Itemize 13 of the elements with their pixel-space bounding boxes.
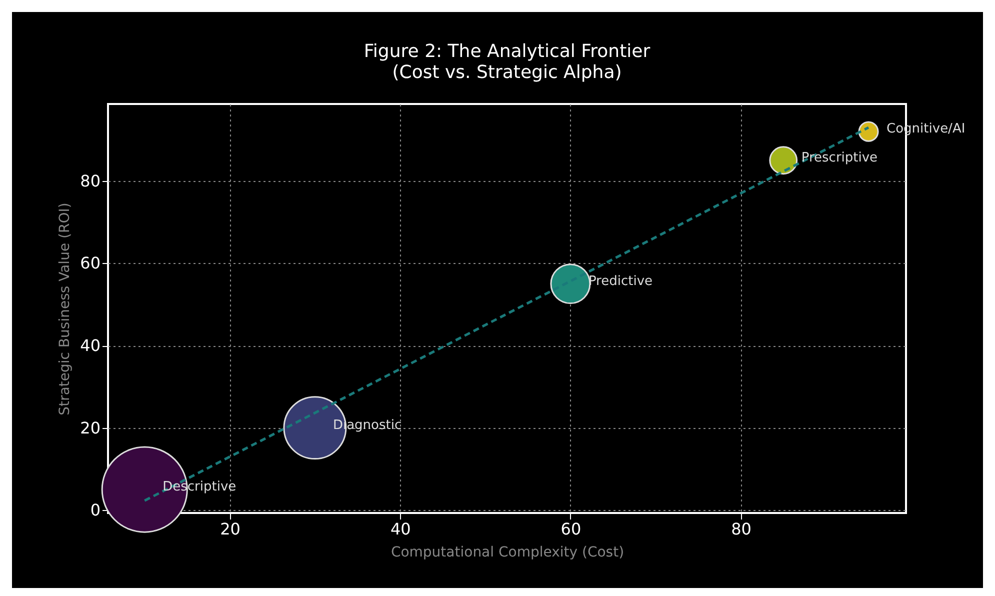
x-axis-title: Computational Complexity (Cost) xyxy=(390,544,624,560)
chart-subtitle: (Cost vs. Strategic Alpha) xyxy=(392,62,622,83)
y-tick-label: 0 xyxy=(90,500,100,520)
y-axis-title: Strategic Business Value (ROI) xyxy=(57,202,74,416)
x-tick-label: 20 xyxy=(220,520,240,538)
x-tick-label: 80 xyxy=(731,520,752,538)
y-tick-label: 40 xyxy=(80,336,100,356)
chart-title: Figure 2: The Analytical Frontier xyxy=(364,41,651,62)
x-tick-label: 40 xyxy=(390,520,411,538)
y-tick-label: 80 xyxy=(80,171,100,190)
y-tick-label: 20 xyxy=(80,418,100,438)
x-tick-label: 60 xyxy=(560,520,582,538)
y-tick-label: 60 xyxy=(80,254,100,273)
